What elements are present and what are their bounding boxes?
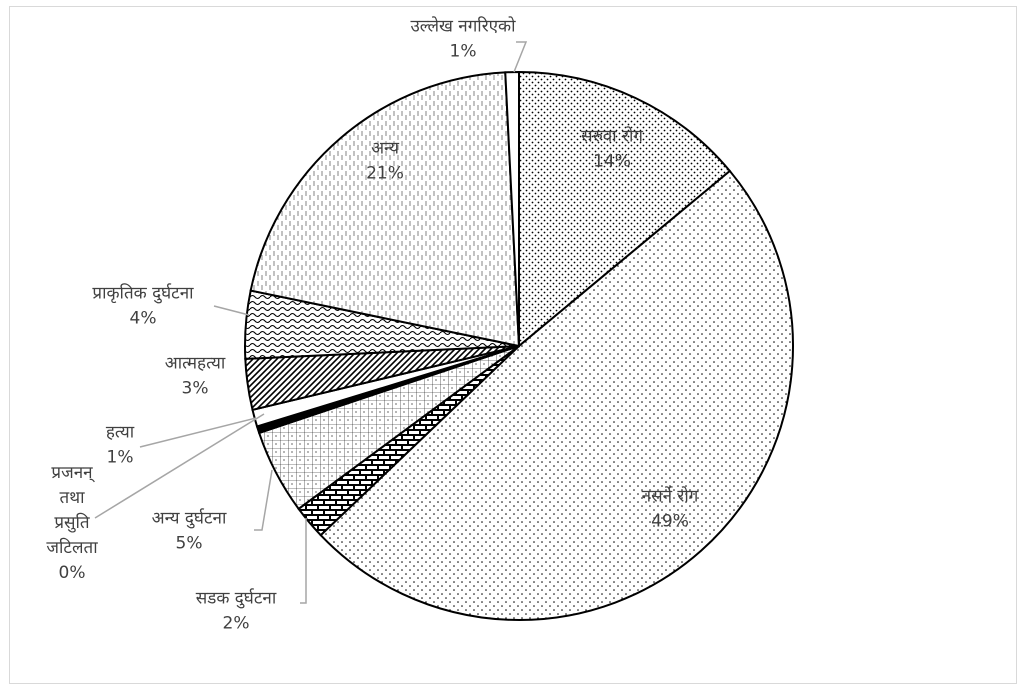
- slice-label-name: प्राकृतिक दुर्घटना: [92, 283, 194, 304]
- slice-label-4: प्रजनन् तथा प्रसुति जटिलता 0%: [46, 463, 98, 583]
- slice-label-3: अन्य दुर्घटना 5%: [152, 508, 227, 554]
- slice-label-percent: 1%: [107, 448, 134, 468]
- slice-label-percent: 21%: [366, 164, 404, 184]
- slice-label-percent: 14%: [593, 152, 631, 172]
- slice-label-2: सडक दुर्घटना 2%: [196, 588, 277, 634]
- slice-label-name: हत्या: [106, 423, 135, 443]
- slice-9: [504, 70, 520, 347]
- leader-line-4: [94, 413, 265, 519]
- slice-label-6: आत्महत्या 3%: [165, 354, 226, 399]
- slice-label-name: अन्य दुर्घटना: [152, 508, 227, 529]
- pie-slices: [244, 70, 795, 621]
- slice-label-name: अन्य: [371, 139, 400, 159]
- slice-labels: सरुवा रोग 14% नसर्ने रोग 49% सडक दुर्घटना 2% अ…: [46, 16, 698, 634]
- slice-label-name: आत्महत्या: [165, 354, 226, 374]
- slice-label-percent: 4%: [130, 309, 157, 329]
- slice-label-name: प्रजनन्: [51, 463, 95, 483]
- slice-label-name: उल्लेख नगरिएको: [410, 16, 516, 37]
- slice-label-percent: 0%: [59, 563, 86, 583]
- leader-line-5: [139, 417, 257, 448]
- slice-label-5: हत्या 1%: [106, 423, 135, 468]
- slice-label-percent: 49%: [651, 512, 689, 532]
- slice-label-percent: 3%: [182, 379, 209, 399]
- leader-line-2: [300, 518, 307, 604]
- slice-label-7: प्राकृतिक दुर्घटना 4%: [92, 283, 194, 329]
- slice-label-8: अन्य 21%: [366, 139, 404, 184]
- slice-1: [319, 169, 795, 621]
- slice-label-name: सडक दुर्घटना: [196, 588, 277, 609]
- slice-label-name: तथा: [60, 488, 86, 508]
- slice-label-9: उल्लेख नगरिएको 1%: [410, 16, 516, 62]
- slice-8: [249, 71, 521, 348]
- slice-label-name: नसर्ने रोग: [642, 486, 699, 507]
- slice-label-0: सरुवा रोग 14%: [581, 126, 643, 172]
- chart-frame: [9, 6, 1017, 684]
- slice-label-1: नसर्ने रोग 49%: [642, 486, 699, 532]
- leader-line-9: [513, 41, 528, 73]
- leader-lines: [94, 41, 528, 604]
- slice-0: [518, 70, 732, 349]
- slice-label-percent: 5%: [176, 534, 203, 554]
- slice-label-name: सरुवा रोग: [581, 126, 643, 147]
- slice-label-name: जटिलता: [46, 537, 98, 558]
- leader-line-7: [213, 305, 250, 316]
- slice-label-name: प्रसुति: [54, 512, 90, 533]
- slice-label-percent: 2%: [223, 614, 250, 634]
- slice-label-percent: 1%: [450, 42, 477, 62]
- leader-line-3: [254, 469, 273, 531]
